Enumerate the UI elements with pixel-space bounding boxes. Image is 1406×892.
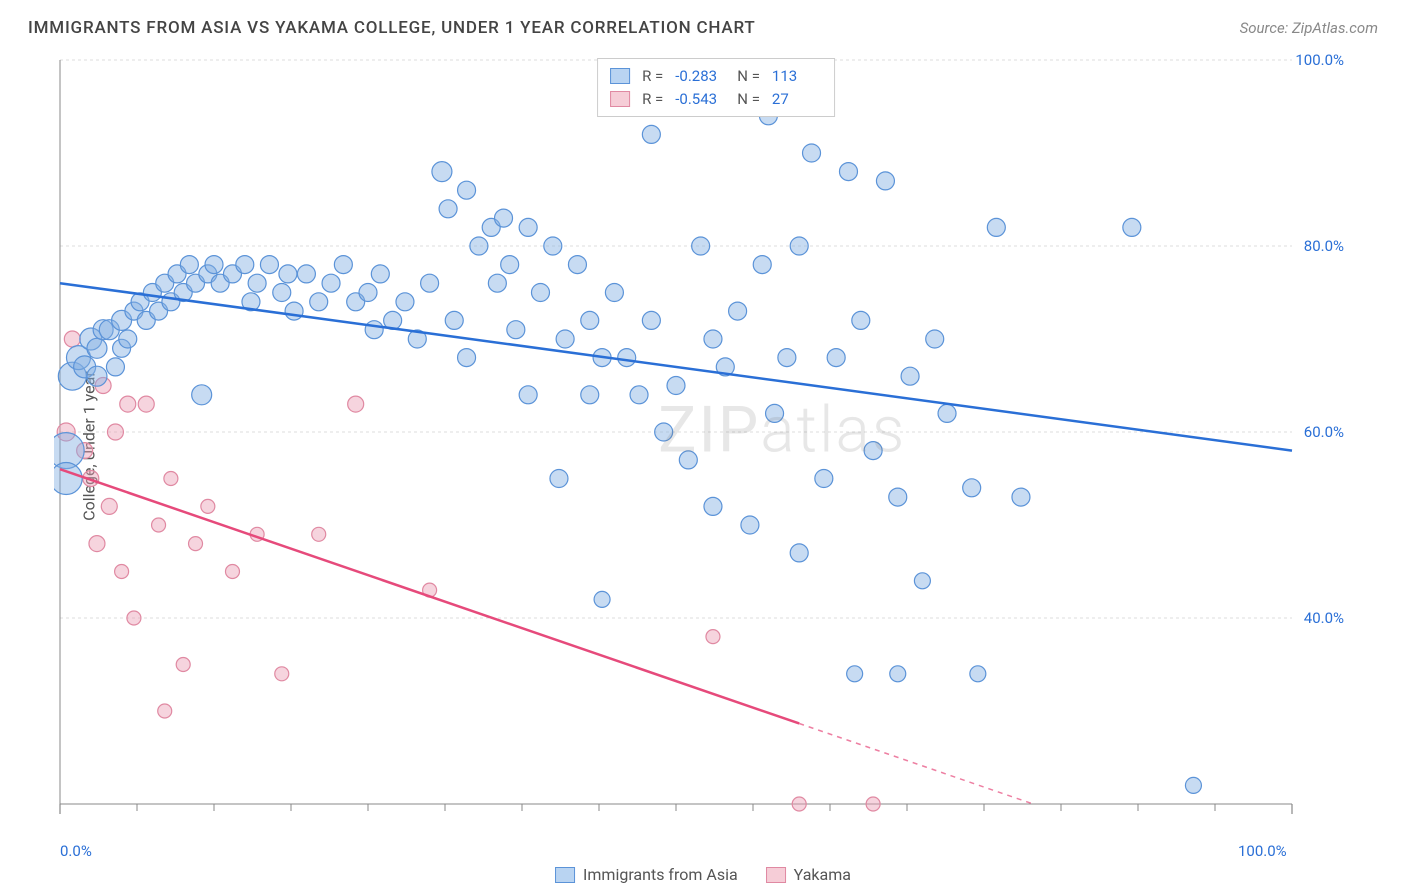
legend-item-pink: Yakama [766, 865, 851, 884]
n-value-pink: 27 [772, 88, 822, 111]
x-tick-label: 0.0% [60, 842, 92, 860]
source-attribution: Source: ZipAtlas.com [1240, 19, 1378, 37]
chart-area: R = -0.283 N = 113 R = -0.543 N = 27 ZIP… [54, 54, 1378, 838]
swatch-pink-icon [766, 867, 786, 883]
chart-title: IMMIGRANTS FROM ASIA VS YAKAMA COLLEGE, … [28, 18, 756, 38]
r-value-pink: -0.543 [675, 88, 725, 111]
r-label: R = [642, 65, 663, 88]
swatch-blue-icon [610, 68, 630, 84]
y-tick-label: 80.0% [1304, 237, 1344, 255]
y-tick-label: 100.0% [1295, 51, 1344, 69]
r-value-blue: -0.283 [675, 65, 725, 88]
stats-row-pink: R = -0.543 N = 27 [610, 88, 822, 111]
legend-label-blue: Immigrants from Asia [583, 865, 738, 884]
stats-row-blue: R = -0.283 N = 113 [610, 65, 822, 88]
y-tick-label: 60.0% [1304, 423, 1344, 441]
r-label: R = [642, 88, 663, 111]
series-legend: Immigrants from Asia Yakama [555, 865, 851, 884]
n-label: N = [737, 88, 760, 111]
n-value-blue: 113 [772, 65, 822, 88]
legend-item-blue: Immigrants from Asia [555, 865, 738, 884]
legend-label-pink: Yakama [794, 865, 851, 884]
scatter-plot-svg [54, 54, 1378, 838]
swatch-blue-icon [555, 867, 575, 883]
stats-legend-box: R = -0.283 N = 113 R = -0.543 N = 27 [597, 58, 835, 117]
n-label: N = [737, 65, 760, 88]
x-tick-label: 100.0% [1238, 842, 1287, 860]
y-tick-label: 40.0% [1304, 609, 1344, 627]
swatch-pink-icon [610, 91, 630, 107]
